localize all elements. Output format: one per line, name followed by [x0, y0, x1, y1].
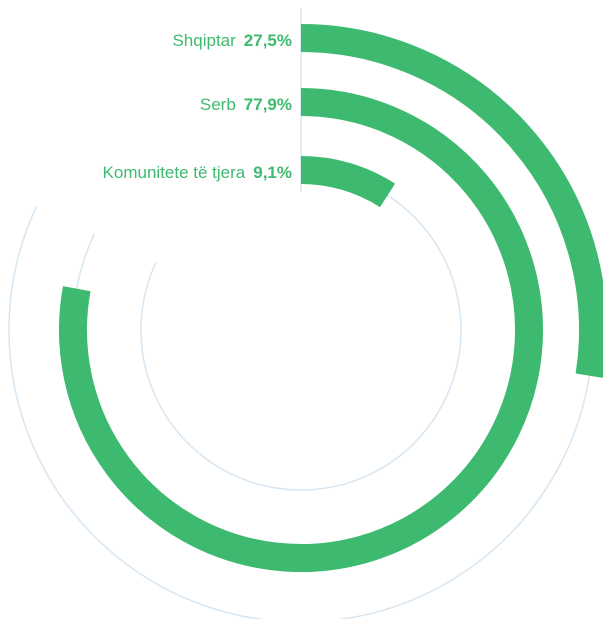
category-label: Komunitete të tjera [103, 163, 246, 182]
bar [300, 24, 603, 378]
value-label: 77,9% [244, 95, 292, 114]
value-label: 9,1% [253, 163, 292, 182]
bar-label: Shqiptar 27,5% [172, 31, 292, 50]
track [140, 169, 462, 491]
bar-label: Komunitete të tjera 9,1% [103, 163, 292, 182]
bar-label: Serb 77,9% [200, 95, 292, 114]
bar [300, 156, 396, 208]
value-label: 27,5% [244, 31, 292, 50]
category-label: Serb [200, 95, 236, 114]
category-label: Shqiptar [172, 31, 236, 50]
bar [59, 88, 543, 572]
